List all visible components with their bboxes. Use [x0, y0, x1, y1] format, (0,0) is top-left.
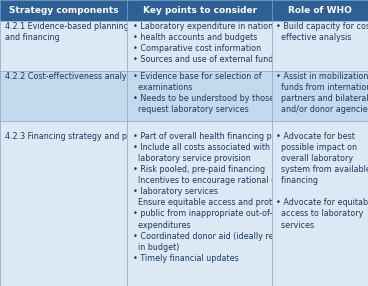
Text: Role of WHO: Role of WHO — [288, 6, 352, 15]
Text: • Build capacity for cost-
  effective analysis: • Build capacity for cost- effective ana… — [276, 22, 368, 42]
Text: Strategy components: Strategy components — [9, 6, 118, 15]
Text: Key points to consider: Key points to consider — [142, 6, 257, 15]
Text: • Laboratory expenditure in national
• health accounts and budgets
• Comparative: • Laboratory expenditure in national • h… — [133, 22, 286, 64]
Text: 4.2.2 Cost-effectiveness analysis: 4.2.2 Cost-effectiveness analysis — [5, 72, 137, 81]
Text: • Advocate for best
  possible impact on
  overall laboratory
  system from avai: • Advocate for best possible impact on o… — [276, 132, 368, 230]
Text: • Evidence base for selection of
  examinations
• Needs to be understood by thos: • Evidence base for selection of examina… — [133, 72, 293, 114]
Text: • Part of overall health financing plan
• Include all costs associated with
  la: • Part of overall health financing plan … — [133, 132, 301, 263]
Text: 4.2.3 Financing strategy and plan: 4.2.3 Financing strategy and plan — [5, 132, 139, 141]
Text: 4.2.1 Evidence-based planning
and financing: 4.2.1 Evidence-based planning and financ… — [5, 22, 129, 42]
Text: • Assist in mobilization of
  funds from international
  partners and bilateral
: • Assist in mobilization of funds from i… — [276, 72, 368, 114]
